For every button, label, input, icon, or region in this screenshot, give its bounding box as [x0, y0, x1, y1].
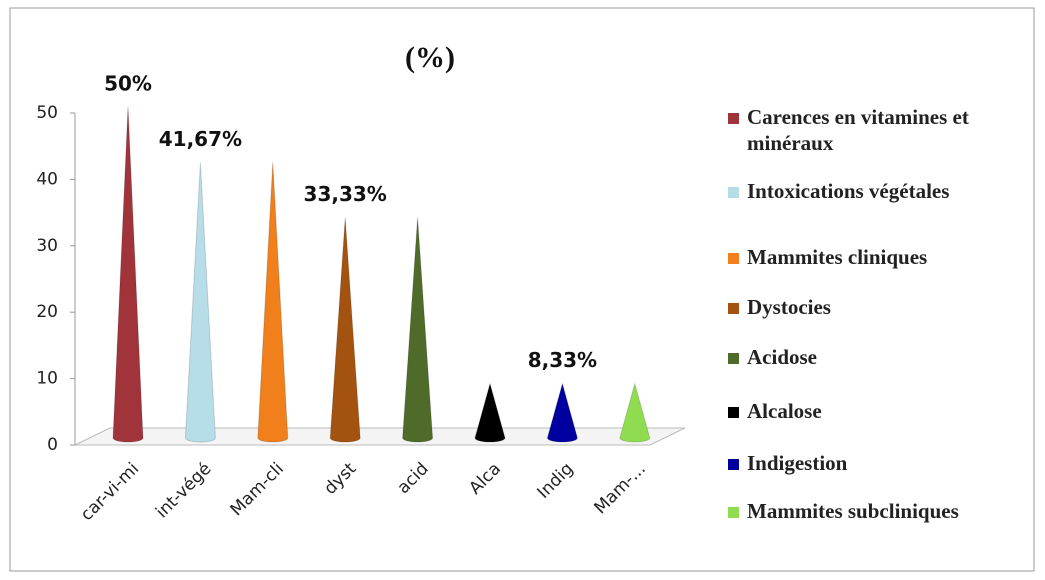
value-label: 50%: [104, 72, 152, 96]
legend-item: Mammites cliniques: [728, 244, 1013, 270]
legend-item: Carences en vitamines et minéraux: [728, 104, 1013, 156]
floor: [74, 427, 686, 446]
legend-swatch: [728, 407, 739, 418]
y-tick-label: 40: [36, 169, 58, 189]
legend-item: Intoxications végétales: [728, 178, 1013, 204]
legend-label: Dystocies: [747, 295, 831, 319]
value-label: 41,67%: [159, 127, 242, 151]
legend-swatch: [728, 303, 739, 314]
y-tick-label: 10: [36, 369, 58, 389]
legend-swatch: [728, 459, 739, 470]
legend-item: Acidose: [728, 344, 1013, 370]
cone: [257, 162, 289, 443]
value-label: 33,33%: [304, 182, 387, 206]
cone: [112, 106, 144, 443]
cone: [329, 217, 361, 443]
cone: [184, 162, 216, 443]
cone: [619, 381, 651, 443]
legend-item: Mammites subcliniques: [728, 498, 1013, 524]
legend-label: Mammites cliniques: [747, 245, 928, 269]
legend-label: Indigestion: [747, 451, 848, 475]
chart-title: (%): [405, 41, 455, 74]
legend-swatch: [728, 113, 739, 124]
legend-label: Intoxications végétales: [747, 179, 950, 203]
y-tick-label: 0: [47, 435, 58, 455]
legend-swatch: [728, 187, 739, 198]
legend-item: Indigestion: [728, 450, 1013, 476]
cone: [546, 381, 578, 443]
legend-label: Acidose: [747, 345, 817, 369]
y-tick-label: 30: [36, 236, 58, 256]
legend-item: Dystocies: [728, 294, 1013, 320]
value-label: 8,33%: [528, 348, 597, 372]
cone: [474, 381, 506, 443]
legend-label: Mammites subcliniques: [747, 499, 959, 523]
cone: [402, 217, 434, 443]
legend-item: Alcalose: [728, 398, 1013, 424]
legend-label: Carences en vitamines et minéraux: [747, 105, 969, 155]
y-tick-label: 50: [36, 103, 58, 123]
legend-swatch: [728, 353, 739, 364]
legend-label: Alcalose: [747, 399, 822, 423]
legend-swatch: [728, 253, 739, 264]
frame: [9, 7, 1035, 572]
y-tick-label: 20: [36, 302, 58, 322]
legend-swatch: [728, 507, 739, 518]
